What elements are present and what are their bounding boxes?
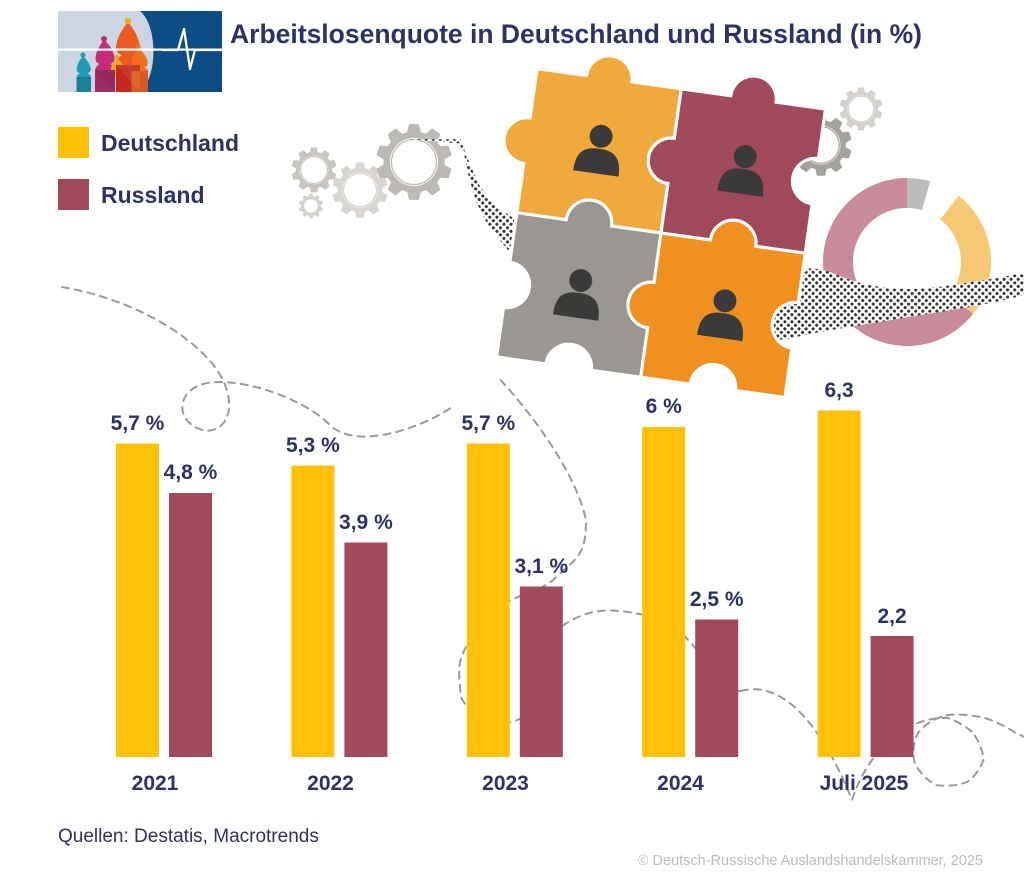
svg-text:2022: 2022 (307, 772, 354, 795)
svg-text:2024: 2024 (657, 772, 704, 795)
svg-text:5,3 %: 5,3 % (286, 434, 340, 457)
svg-text:2,2: 2,2 (877, 605, 906, 628)
svg-text:6,3: 6,3 (824, 379, 853, 402)
svg-text:3,1 %: 3,1 % (514, 555, 568, 578)
svg-text:Juli 2025: Juli 2025 (820, 772, 909, 795)
svg-text:4,8 %: 4,8 % (164, 461, 218, 484)
svg-text:2021: 2021 (132, 772, 179, 795)
svg-text:5,7 %: 5,7 % (461, 412, 515, 435)
svg-text:5,7 %: 5,7 % (111, 412, 165, 435)
svg-text:3,9 %: 3,9 % (339, 511, 393, 534)
svg-text:6 %: 6 % (646, 395, 683, 418)
svg-text:2023: 2023 (482, 772, 529, 795)
svg-text:2,5 %: 2,5 % (690, 588, 744, 611)
